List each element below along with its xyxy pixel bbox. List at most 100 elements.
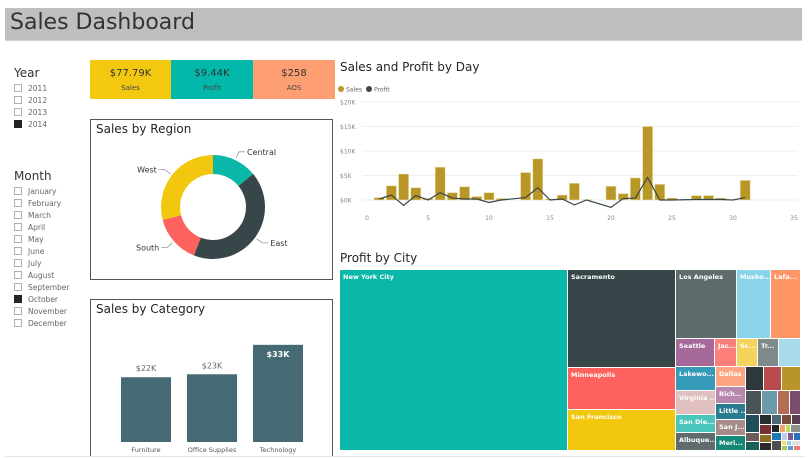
category-bar[interactable]: [253, 344, 303, 442]
checkbox[interactable]: [14, 211, 22, 219]
year-item-2011[interactable]: 2011: [14, 82, 47, 94]
month-item-june[interactable]: June: [14, 245, 69, 257]
treemap-cell[interactable]: Rich...: [716, 387, 746, 404]
sales-by-category-panel[interactable]: Sales by Category $22K Furniture $23K Offic…: [90, 299, 333, 457]
checkbox[interactable]: [14, 84, 22, 92]
treemap-cell[interactable]: [772, 433, 782, 441]
treemap-cell[interactable]: [746, 391, 762, 415]
checkbox[interactable]: [14, 283, 22, 291]
treemap-cell[interactable]: [772, 425, 780, 433]
category-bar[interactable]: [187, 374, 237, 442]
treemap-cell[interactable]: San J...: [716, 420, 746, 436]
sales-bar[interactable]: [605, 185, 617, 201]
kpi-card-profit[interactable]: $9.44K Profit: [171, 60, 253, 99]
sales-bar[interactable]: [410, 187, 422, 201]
treemap-cell[interactable]: Little ...: [716, 404, 746, 420]
treemap-cell[interactable]: Minneapolis: [568, 368, 676, 410]
checkbox[interactable]: [14, 259, 22, 267]
sales-bar[interactable]: [556, 194, 568, 201]
month-item-july[interactable]: July: [14, 257, 69, 269]
checkbox[interactable]: [14, 247, 22, 255]
treemap-cell[interactable]: [778, 391, 790, 415]
checkbox[interactable]: [14, 187, 22, 195]
month-item-december[interactable]: December: [14, 317, 69, 329]
donut-slice-west[interactable]: [161, 155, 213, 220]
treemap-cell[interactable]: Los Angeles: [676, 270, 737, 339]
treemap-cell[interactable]: [780, 425, 786, 433]
year-item-2014[interactable]: 2014: [14, 118, 47, 130]
treemap-cell[interactable]: [760, 425, 772, 435]
treemap-cell[interactable]: New York City: [340, 270, 568, 451]
treemap-cell[interactable]: [794, 433, 801, 441]
treemap-cell[interactable]: [792, 441, 801, 446]
month-item-april[interactable]: April: [14, 221, 69, 233]
month-item-january[interactable]: January: [14, 185, 69, 197]
sales-bar[interactable]: [642, 126, 653, 201]
sales-bar[interactable]: [471, 196, 483, 201]
month-item-october[interactable]: October: [14, 293, 69, 305]
kpi-card-sales[interactable]: $77.79K Sales: [90, 60, 171, 99]
month-item-march[interactable]: March: [14, 209, 69, 221]
month-item-may[interactable]: May: [14, 233, 69, 245]
treemap-cell[interactable]: Virginia ...: [676, 391, 716, 415]
treemap-cell[interactable]: [782, 367, 801, 391]
category-bar[interactable]: [121, 377, 171, 442]
treemap-cell[interactable]: Meri...: [716, 436, 746, 451]
treemap-cell[interactable]: Musko...: [737, 270, 771, 339]
treemap-cell[interactable]: [762, 391, 778, 415]
treemap-cell[interactable]: [772, 441, 782, 451]
checkbox[interactable]: [14, 295, 22, 303]
treemap-cell[interactable]: San Die...: [676, 415, 716, 433]
treemap-cell[interactable]: Sc...: [737, 339, 758, 367]
treemap-cell[interactable]: [746, 433, 760, 442]
sales-bar[interactable]: [654, 184, 666, 201]
year-item-2013[interactable]: 2013: [14, 106, 47, 118]
checkbox[interactable]: [14, 271, 22, 279]
sales-bar[interactable]: [532, 158, 544, 201]
treemap-cell[interactable]: Lafa...: [771, 270, 801, 339]
treemap-cell[interactable]: [772, 415, 782, 425]
sales-bar[interactable]: [520, 172, 531, 201]
sales-bar[interactable]: [739, 180, 751, 201]
sales-bar[interactable]: [398, 173, 409, 201]
sales-bar[interactable]: [434, 166, 446, 201]
treemap-cell[interactable]: [788, 433, 794, 441]
treemap-cell[interactable]: [782, 415, 792, 425]
treemap-cell[interactable]: [790, 391, 801, 415]
treemap-cell[interactable]: Sacramento: [568, 270, 676, 368]
profit-by-city-treemap[interactable]: New York City Sacramento Los Angeles Musko.…: [340, 270, 801, 451]
treemap-cell[interactable]: [746, 415, 760, 433]
treemap-cell[interactable]: [786, 425, 791, 433]
month-item-september[interactable]: September: [14, 281, 69, 293]
checkbox[interactable]: [14, 319, 22, 327]
treemap-cell[interactable]: [760, 443, 772, 451]
sales-bar[interactable]: [630, 177, 641, 201]
sales-profit-by-day-chart[interactable]: Sales Profit $0K $5K $10K $15K $20K 0 5 10 15 20 25 3…: [336, 80, 806, 230]
sales-by-region-panel[interactable]: Sales by Region Central East South West: [90, 119, 333, 280]
treemap-cell[interactable]: [787, 441, 792, 446]
treemap-cell[interactable]: [760, 415, 772, 425]
treemap-cell[interactable]: San Francisco: [568, 410, 676, 451]
treemap-cell[interactable]: [764, 367, 782, 391]
treemap-cell[interactable]: [788, 446, 794, 451]
profit-line[interactable]: [379, 176, 746, 209]
treemap-cell[interactable]: [746, 442, 760, 451]
donut-slice-central[interactable]: [213, 155, 254, 186]
treemap-cell[interactable]: Albuque...: [676, 433, 716, 451]
month-item-august[interactable]: August: [14, 269, 69, 281]
sales-bar[interactable]: [483, 192, 495, 201]
treemap-cell[interactable]: [782, 433, 788, 441]
checkbox[interactable]: [14, 120, 22, 128]
checkbox[interactable]: [14, 96, 22, 104]
checkbox[interactable]: [14, 108, 22, 116]
year-item-2012[interactable]: 2012: [14, 94, 47, 106]
treemap-cell[interactable]: [746, 367, 764, 391]
donut-slice-south[interactable]: [162, 215, 201, 256]
treemap-cell[interactable]: [792, 415, 801, 425]
treemap-cell[interactable]: Jac...: [715, 339, 737, 367]
treemap-cell[interactable]: [782, 441, 787, 446]
month-item-february[interactable]: February: [14, 197, 69, 209]
checkbox[interactable]: [14, 199, 22, 207]
treemap-cell[interactable]: [791, 425, 801, 433]
kpi-card-aos[interactable]: $258 AOS: [253, 60, 335, 99]
